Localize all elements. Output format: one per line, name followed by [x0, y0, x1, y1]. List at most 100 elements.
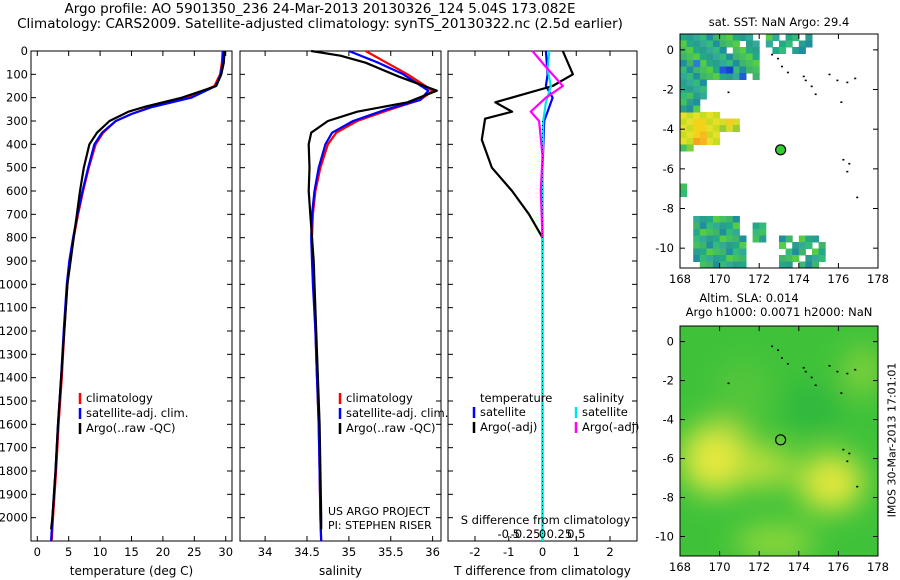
sst-cell — [792, 47, 800, 54]
sst-cell — [680, 73, 688, 80]
sst-map-axes: 168 170 172 174 176 178 0 -2 -4 -6 -8 -10 — [655, 33, 889, 286]
sst-cell — [699, 242, 707, 249]
sst-cell — [739, 34, 747, 41]
sst-cell — [732, 73, 740, 80]
island-mark — [777, 57, 780, 60]
map-frame — [679, 33, 879, 269]
y-tick-label: -4 — [663, 122, 674, 136]
sst-cell — [706, 60, 714, 67]
y-tick-label: 0 — [667, 335, 674, 349]
sst-cell — [732, 235, 740, 243]
sst-cell — [812, 255, 820, 262]
island-mark — [840, 101, 843, 104]
sst-cell — [706, 66, 714, 74]
figure-title-line2: Climatology: CARS2009. Satellite-adjuste… — [17, 16, 623, 32]
sst-cell — [726, 235, 734, 243]
sst-cell — [752, 222, 760, 230]
sst-cell — [726, 222, 734, 230]
sst-cell — [699, 118, 707, 126]
sst-cell — [693, 216, 701, 223]
sst-cell — [706, 242, 714, 249]
sst-cell — [719, 216, 727, 223]
legend-label: Argo(-adj) — [582, 420, 639, 434]
sst-cell — [752, 73, 760, 80]
sst-cell — [785, 34, 793, 41]
island-mark — [828, 73, 831, 76]
sst-cell — [805, 261, 813, 269]
secondary-tick-label: 0.5 — [567, 527, 585, 541]
sst-cell — [713, 255, 721, 262]
sst-cell — [798, 261, 806, 269]
sst-cell — [686, 79, 694, 87]
x-axis-label: salinity — [319, 564, 362, 578]
sst-cell — [732, 222, 740, 230]
island-mark — [842, 158, 845, 161]
sst-cell — [713, 118, 721, 126]
sst-cell — [693, 138, 701, 145]
sla-map-axes: 168 170 172 174 176 178 0 -2 -4 -6 -8 -10 — [655, 325, 889, 574]
sst-cell — [713, 138, 721, 145]
sla-blob — [715, 358, 772, 427]
sst-cell — [732, 255, 740, 262]
sst-cell — [693, 60, 701, 67]
x-tick-label: 36 — [425, 545, 440, 559]
sst-cell — [739, 242, 747, 249]
sst-cell — [746, 40, 754, 48]
sst-cell — [680, 40, 688, 48]
sst-cell — [759, 222, 767, 230]
sst-cell — [785, 248, 793, 256]
legend-label: climatology — [86, 391, 153, 405]
x-tick-label: -2 — [469, 545, 480, 559]
sst-cell — [726, 40, 734, 48]
series-temperature-argo-adj- — [480, 50, 575, 250]
sst-cell — [818, 255, 826, 262]
sst-cell — [798, 235, 806, 243]
y-tick-label: -10 — [655, 241, 674, 255]
sst-cell — [726, 229, 734, 236]
sst-cell — [805, 255, 813, 262]
sst-cell — [739, 47, 747, 54]
series-argo-raw-qc- — [50, 50, 226, 530]
island-mark — [802, 366, 805, 369]
sst-map-title: sat. SST: NaN Argo: 29.4 — [709, 15, 850, 29]
sst-cell — [686, 92, 694, 100]
sst-cell — [726, 66, 734, 74]
sst-cell — [699, 73, 707, 80]
sst-cell — [680, 60, 688, 67]
y-tick-label: 1900 — [0, 487, 28, 501]
sst-cell — [798, 248, 806, 256]
sst-cell — [732, 216, 740, 223]
sst-cell — [818, 248, 826, 256]
y-tick-label: 1200 — [0, 324, 28, 338]
sla-islands — [727, 345, 859, 488]
sst-cell — [798, 47, 806, 54]
temperature-profile-panel: 0 5 10 15 20 25 300100200300400500600700800900… — [0, 44, 233, 578]
sst-cell — [693, 99, 701, 106]
sst-cell — [693, 235, 701, 243]
sst-cell — [706, 34, 714, 41]
sst-cell — [713, 47, 721, 54]
sst-cell — [706, 138, 714, 145]
x-tick-label: 168 — [669, 272, 691, 286]
x-tick-label: 178 — [867, 560, 889, 574]
island-mark — [727, 382, 730, 385]
y-tick-label: 100 — [6, 67, 28, 81]
sst-cell — [686, 53, 694, 61]
x-tick-label: 5 — [65, 545, 72, 559]
sst-cell — [719, 235, 727, 243]
sst-cell — [732, 229, 740, 236]
sst-cell — [746, 60, 754, 67]
x-tick-label: 176 — [827, 560, 849, 574]
x-tick-label: 172 — [748, 560, 770, 574]
sst-cell — [739, 261, 747, 269]
sst-cell — [713, 66, 721, 74]
sst-cell — [686, 34, 694, 41]
y-tick-label: 1000 — [0, 277, 28, 291]
x-tick-label: 0 — [34, 545, 41, 559]
sla-blob — [844, 346, 878, 395]
temperature-profile-frame — [30, 50, 233, 542]
sst-cell — [693, 131, 701, 139]
sst-cell — [719, 40, 727, 48]
sst-map-panel: sat. SST: NaN Argo: 29.4 168 170 172 174 176 1… — [655, 15, 889, 286]
